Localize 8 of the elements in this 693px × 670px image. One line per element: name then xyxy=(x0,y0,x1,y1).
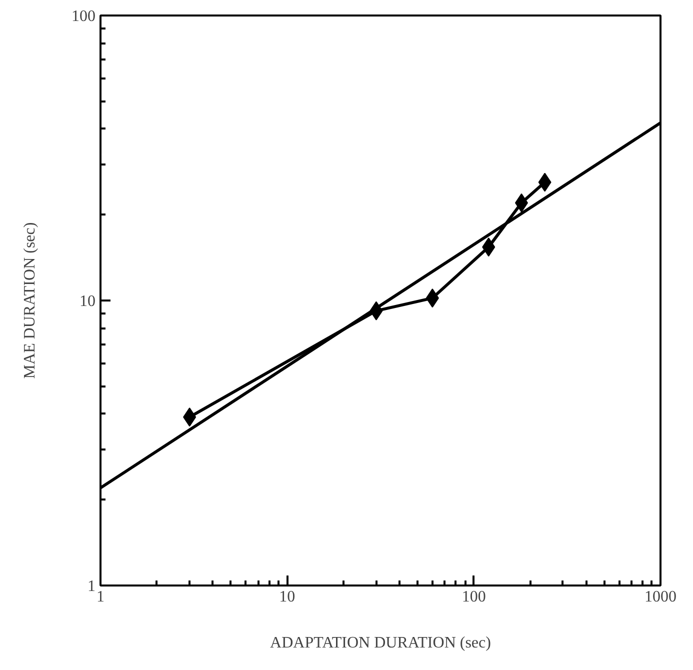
y-axis-title: MAE DURATION (sec) xyxy=(22,222,38,379)
y-tick-label: 1 xyxy=(88,578,96,595)
y-tick-label: 100 xyxy=(72,8,96,25)
x-tick-label: 1000 xyxy=(644,588,676,606)
x-tick-label: 10 xyxy=(279,588,296,606)
x-axis-title: ADAPTATION DURATION (sec) xyxy=(270,634,491,652)
y-tick-label: 10 xyxy=(80,293,96,310)
x-tick-label: 100 xyxy=(462,588,486,606)
